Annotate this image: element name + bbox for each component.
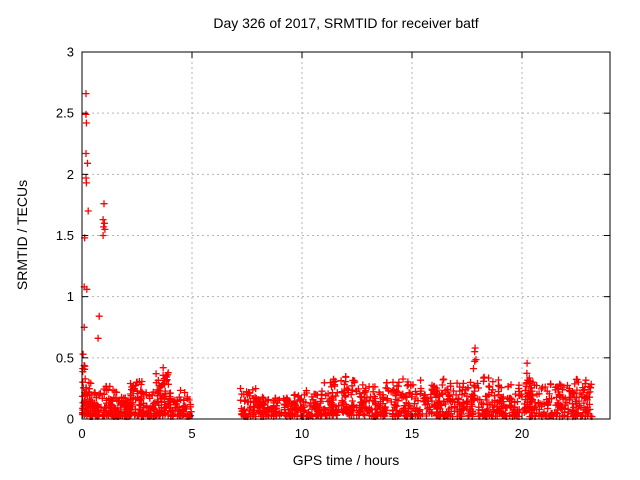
y-tick-label: 1 — [67, 289, 74, 304]
x-tick-label: 15 — [405, 426, 419, 441]
gridlines — [82, 52, 610, 419]
axis-ticks — [81, 51, 610, 420]
plot-border — [81, 51, 611, 420]
x-axis-label: GPS time / hours — [292, 452, 400, 468]
x-tick-label: 10 — [295, 426, 309, 441]
y-tick-label: 0.5 — [56, 350, 74, 365]
y-tick-label: 2 — [67, 167, 74, 182]
data-points — [78, 89, 597, 421]
x-tick-label: 0 — [78, 426, 85, 441]
x-tick-label: 5 — [188, 426, 195, 441]
y-tick-label: 1.5 — [56, 228, 74, 243]
y-tick-label: 3 — [67, 45, 74, 60]
chart-title: Day 326 of 2017, SRMTID for receiver bat… — [213, 15, 479, 31]
y-tick-label: 2.5 — [56, 106, 74, 121]
tick-labels: 0 0.5 1 1.5 2 2.5 3 0 5 10 15 20 — [56, 45, 529, 442]
y-tick-label: 0 — [67, 412, 74, 427]
x-tick-label: 20 — [515, 426, 529, 441]
